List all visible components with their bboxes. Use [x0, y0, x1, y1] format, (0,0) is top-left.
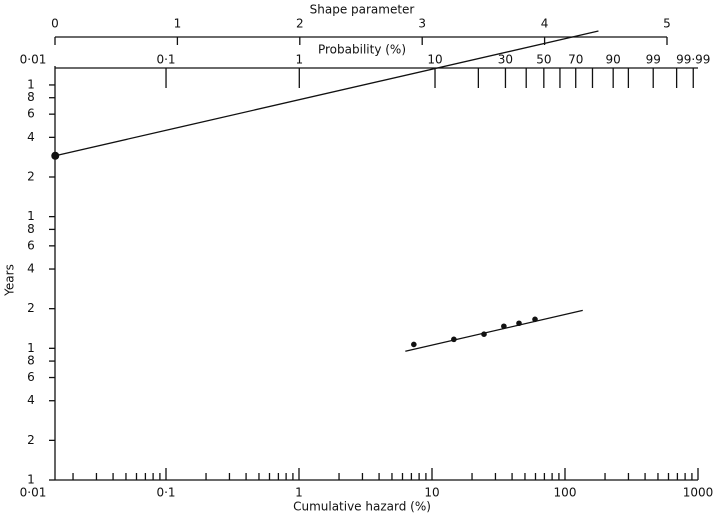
probability-tick-label: 99·99: [676, 53, 710, 67]
y-tick-label: 4: [27, 130, 35, 144]
y-tick-label: 1: [27, 77, 35, 91]
probability-tick-label: 10: [427, 53, 442, 67]
estimation-line: [55, 30, 599, 157]
x-tick-label: 0·01: [20, 486, 47, 500]
shape-tick-label: 0: [51, 17, 59, 31]
y-tick-label: 8: [27, 354, 35, 368]
y-tick-label: 8: [27, 222, 35, 236]
top-axis-label: Probability (%): [318, 43, 406, 57]
x-tick-label: 10: [424, 486, 439, 500]
y-tick-label: 6: [27, 238, 35, 252]
data-point: [516, 320, 522, 327]
probability-tick-label: 50: [536, 53, 551, 67]
shape-axis-label: Shape parameter: [310, 3, 415, 17]
data-point: [411, 341, 417, 348]
shape-tick-label: 5: [663, 17, 671, 31]
y-tick-label: 1: [27, 209, 35, 223]
probability-tick-label: 1: [295, 53, 303, 67]
data-point: [481, 331, 487, 337]
x-tick-label: 1: [295, 486, 303, 500]
x-tick-label: 100: [554, 486, 577, 500]
y-tick-label: 4: [27, 393, 35, 407]
y-tick-label: 2: [27, 169, 35, 183]
probability-tick-label: 90: [606, 53, 621, 67]
y-tick-label: 8: [27, 90, 35, 104]
shape-tick-label: 1: [174, 17, 182, 31]
y-tick-label: 2: [27, 433, 35, 447]
fit-line: [405, 309, 583, 352]
y-tick-label: 1: [27, 341, 35, 355]
shape-tick-label: 4: [541, 17, 549, 31]
origin-point: [51, 151, 60, 160]
x-axis-label: Cumulative hazard (%): [293, 500, 431, 514]
shape-tick-label: 2: [296, 17, 304, 31]
probability-tick-label: 0·01: [20, 53, 47, 67]
y-tick-label: 4: [27, 262, 35, 276]
data-point: [532, 316, 538, 323]
y-tick-label: 2: [27, 301, 35, 315]
y-tick-label: 6: [27, 107, 35, 121]
y-tick-label: 1: [27, 473, 35, 487]
data-point: [501, 323, 507, 330]
x-tick-label: 1000: [683, 486, 714, 500]
probability-tick-label: 70: [568, 53, 583, 67]
y-tick-label: 6: [27, 370, 35, 384]
y-axis-label: Years: [3, 264, 17, 297]
x-tick-label: 0·1: [156, 486, 175, 500]
probability-tick-label: 0·1: [156, 53, 175, 67]
data-point: [451, 336, 457, 343]
probability-tick-label: 30: [498, 53, 513, 67]
probability-tick-label: 99: [646, 53, 661, 67]
shape-tick-label: 3: [418, 17, 426, 31]
